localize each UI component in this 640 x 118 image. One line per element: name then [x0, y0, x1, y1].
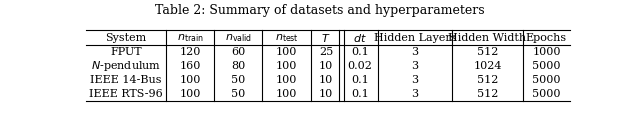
Text: 10: 10 [319, 61, 333, 71]
Text: 50: 50 [231, 89, 245, 99]
Text: 5000: 5000 [532, 61, 561, 71]
Text: IEEE 14-Bus: IEEE 14-Bus [90, 75, 161, 85]
Text: 10: 10 [319, 89, 333, 99]
Text: 3: 3 [412, 61, 419, 71]
Text: 80: 80 [231, 61, 245, 71]
Text: 50: 50 [231, 75, 245, 85]
Text: Hidden Width: Hidden Width [449, 33, 527, 43]
Text: 100: 100 [276, 61, 298, 71]
Text: 3: 3 [412, 47, 419, 57]
Text: $n_{\mathrm{test}}$: $n_{\mathrm{test}}$ [275, 32, 299, 44]
Text: 1000: 1000 [532, 47, 561, 57]
Text: 0.1: 0.1 [351, 47, 369, 57]
Text: 3: 3 [412, 89, 419, 99]
Text: $n_{\mathrm{train}}$: $n_{\mathrm{train}}$ [177, 32, 203, 44]
Text: 100: 100 [179, 89, 200, 99]
Text: FPUT: FPUT [110, 47, 141, 57]
Text: 160: 160 [179, 61, 200, 71]
Text: 3: 3 [412, 75, 419, 85]
Text: 100: 100 [276, 89, 298, 99]
Text: 100: 100 [276, 75, 298, 85]
Text: 5000: 5000 [532, 89, 561, 99]
Text: 512: 512 [477, 75, 498, 85]
Text: $N$-pendulum: $N$-pendulum [91, 59, 161, 73]
Text: IEEE RTS-96: IEEE RTS-96 [89, 89, 163, 99]
Text: 60: 60 [231, 47, 245, 57]
Text: $dt$: $dt$ [353, 32, 367, 44]
Text: 5000: 5000 [532, 75, 561, 85]
Text: 512: 512 [477, 89, 498, 99]
Text: 100: 100 [179, 75, 200, 85]
Text: Table 2: Summary of datasets and hyperparameters: Table 2: Summary of datasets and hyperpa… [155, 4, 485, 17]
Text: 10: 10 [319, 75, 333, 85]
Text: Epochs: Epochs [526, 33, 567, 43]
Text: 0.1: 0.1 [351, 75, 369, 85]
Text: 512: 512 [477, 47, 498, 57]
Text: Hidden Layers: Hidden Layers [374, 33, 456, 43]
Text: 0.02: 0.02 [348, 61, 372, 71]
Text: 120: 120 [179, 47, 200, 57]
Text: 100: 100 [276, 47, 298, 57]
Text: 1024: 1024 [473, 61, 502, 71]
Text: $n_{\mathrm{valid}}$: $n_{\mathrm{valid}}$ [225, 32, 252, 44]
Text: System: System [105, 33, 147, 43]
Text: 0.1: 0.1 [351, 89, 369, 99]
Text: $T$: $T$ [321, 32, 331, 44]
Text: 25: 25 [319, 47, 333, 57]
